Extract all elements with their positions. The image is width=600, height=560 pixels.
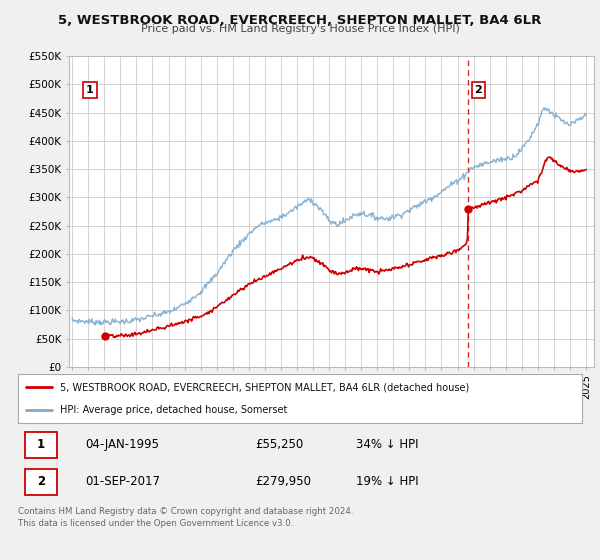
Text: £279,950: £279,950 (255, 475, 311, 488)
Text: 04-JAN-1995: 04-JAN-1995 (86, 438, 160, 451)
Text: 1: 1 (37, 438, 45, 451)
Text: 5, WESTBROOK ROAD, EVERCREECH, SHEPTON MALLET, BA4 6LR (detached house): 5, WESTBROOK ROAD, EVERCREECH, SHEPTON M… (60, 382, 470, 393)
Text: 5, WESTBROOK ROAD, EVERCREECH, SHEPTON MALLET, BA4 6LR: 5, WESTBROOK ROAD, EVERCREECH, SHEPTON M… (58, 14, 542, 27)
Text: 19% ↓ HPI: 19% ↓ HPI (356, 475, 419, 488)
Text: Price paid vs. HM Land Registry's House Price Index (HPI): Price paid vs. HM Land Registry's House … (140, 24, 460, 34)
Text: 2: 2 (37, 475, 45, 488)
FancyBboxPatch shape (25, 469, 58, 495)
Text: Contains HM Land Registry data © Crown copyright and database right 2024.
This d: Contains HM Land Registry data © Crown c… (18, 507, 353, 528)
Text: HPI: Average price, detached house, Somerset: HPI: Average price, detached house, Some… (60, 405, 287, 416)
Text: 01-SEP-2017: 01-SEP-2017 (86, 475, 161, 488)
Text: 1: 1 (86, 85, 94, 95)
FancyBboxPatch shape (25, 432, 58, 458)
Text: 2: 2 (475, 85, 482, 95)
Text: 34% ↓ HPI: 34% ↓ HPI (356, 438, 419, 451)
Text: £55,250: £55,250 (255, 438, 303, 451)
